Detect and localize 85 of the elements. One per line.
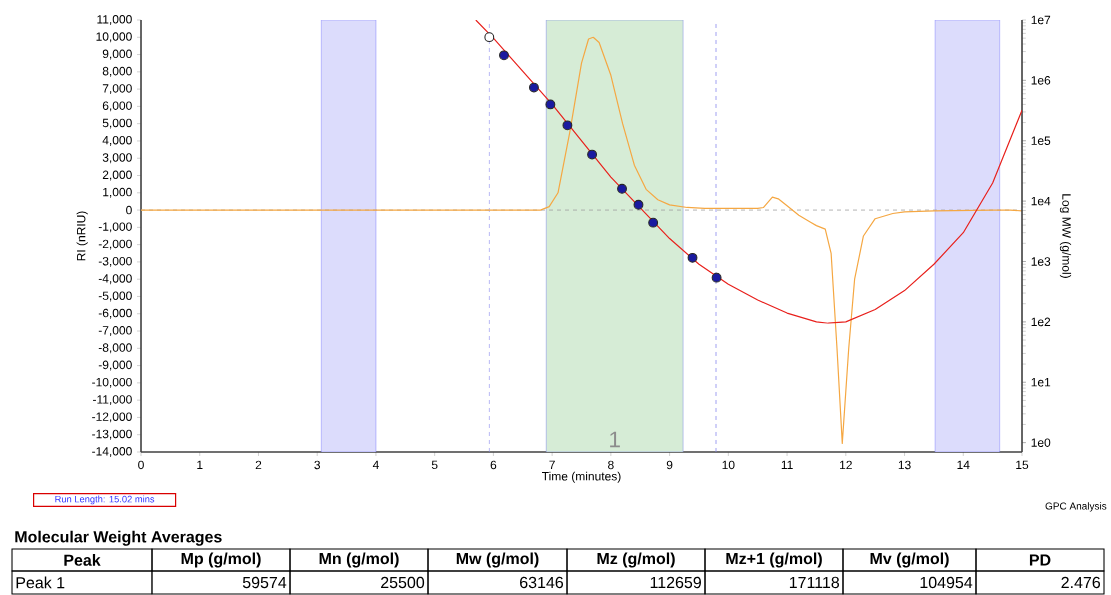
y-tick-label: -10,000 (92, 377, 132, 388)
text: Mn (g/mol) (319, 552, 399, 568)
x-tick-label: 4 (372, 460, 379, 469)
y-tick-label: 8,000 (102, 66, 132, 77)
x-tick-label: 5 (431, 460, 438, 470)
y2-tick-label: 1e5 (1031, 136, 1051, 145)
x-tick-label: 9 (666, 460, 673, 470)
point (528, 82, 539, 93)
y-tick-label: -7,000 (98, 326, 132, 336)
y-tick-label: 1,000 (103, 187, 132, 198)
y2-tick-label: 1e3 (1031, 257, 1051, 266)
point (484, 32, 495, 43)
y-tick-label: 7,000 (102, 84, 132, 95)
x-tick-label: 3 (314, 460, 321, 470)
y-tick-label: 6,000 (102, 101, 132, 112)
x-axis-title: Time (minutes) (541, 471, 621, 483)
band-label: 1 (610, 431, 620, 448)
y2-tick-label: 1e6 (1031, 76, 1051, 85)
text: PD (1029, 554, 1051, 566)
text: 59574 (242, 576, 287, 589)
text: GPC Analysis (1045, 502, 1107, 512)
y-tick-label: -11,000 (93, 395, 132, 406)
y-tick-label: -13,000 (92, 429, 132, 440)
x-tick-label: 0 (138, 460, 144, 470)
text: Mp (g/mol) (181, 552, 261, 568)
point (648, 217, 659, 228)
text: Mz (g/mol) (597, 552, 675, 568)
text: Molecular Weight Averages (15, 530, 222, 546)
y2-tick-label: 1e4 (1031, 196, 1051, 206)
y2-tick-label: 1e2 (1031, 317, 1051, 327)
x-tick-label: 15 (1016, 460, 1029, 470)
text: 112659 (650, 576, 701, 589)
y-tick-label: 10,000 (96, 32, 132, 43)
y-axis-title: RI (nRIU) (76, 211, 88, 261)
x-tick-label: 2 (255, 460, 262, 470)
x-tick-label: 14 (957, 460, 970, 469)
x-tick-label: 7 (549, 460, 555, 469)
x-tick-label: 6 (490, 460, 497, 470)
text: 63146 (520, 576, 564, 589)
text: Peak 1 (16, 576, 65, 589)
x-tick-label: 8 (608, 460, 614, 470)
y2-tick-label: 1e7 (1031, 15, 1051, 25)
y-tick-label: 4,000 (102, 135, 132, 146)
y-tick-label: -3,000 (98, 256, 132, 267)
point (587, 149, 598, 160)
y-tick-label: -14,000 (92, 447, 132, 457)
y-tick-label: -6,000 (98, 308, 132, 319)
point (711, 272, 722, 283)
y-tick-label: -2,000 (98, 239, 132, 250)
y-tick-label: 3,000 (102, 153, 132, 164)
y-tick-label: -9,000 (98, 360, 132, 371)
text: 2.476 (1061, 576, 1101, 589)
y-tick-label: 9,000 (102, 49, 132, 60)
y-tick-label: -8,000 (98, 343, 132, 354)
y-tick-label: 5,000 (102, 118, 132, 129)
y2-axis-title: Log MW (g/mol) (1059, 194, 1072, 278)
y-tick-label: -4,000 (98, 274, 132, 285)
y-tick-label: 11,000 (97, 15, 132, 25)
y-tick-label: 2,000 (102, 170, 132, 181)
x-tick-label: 13 (898, 460, 911, 470)
line-series (475, 19, 1022, 324)
y-tick-label: 0 (126, 205, 132, 215)
text: 171118 (789, 576, 840, 589)
point (545, 99, 556, 110)
point (499, 50, 509, 61)
text: Mz+1 (g/mol) (726, 552, 822, 568)
y-tick-label: -12,000 (92, 412, 132, 423)
y2-tick-label: 1e0 (1031, 438, 1051, 447)
y-tick-label: -1,000 (98, 222, 132, 233)
x-tick-label: 1 (197, 460, 203, 469)
text: Run Length: 15.02 mins (55, 495, 155, 505)
point (562, 120, 573, 131)
x-tick-label: 10 (722, 460, 735, 470)
y-tick-label: -5,000 (98, 291, 132, 302)
text: Mv (g/mol) (870, 552, 949, 568)
point (633, 199, 644, 210)
text: 104954 (920, 576, 973, 589)
text: 25500 (381, 576, 425, 589)
text: Mw (g/mol) (456, 552, 539, 568)
point (687, 252, 698, 263)
x-tick-label: 11 (781, 460, 793, 469)
x-tick-label: 12 (840, 460, 852, 470)
point (617, 183, 627, 194)
y2-tick-label: 1e1 (1031, 378, 1051, 387)
text: Peak (64, 554, 101, 566)
